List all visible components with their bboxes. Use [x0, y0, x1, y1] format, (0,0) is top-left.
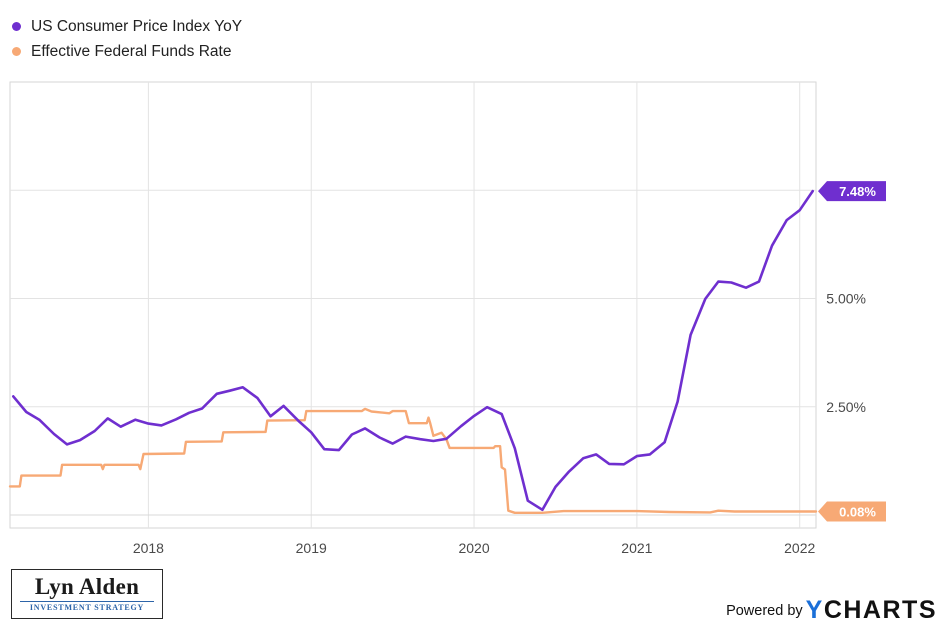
ycharts-logo-text: CHARTS [823, 596, 937, 624]
series-line-fed-funds [8, 407, 818, 514]
powered-by-ycharts[interactable]: Powered by YCHARTS [726, 596, 937, 625]
legend-dot-fed-funds [12, 47, 21, 56]
y-tick-label: 2.50% [826, 399, 866, 415]
badge-fed-funds [818, 501, 886, 522]
badge-cpi-value: 7.48% [839, 184, 876, 199]
x-tick-label: 2022 [784, 540, 815, 556]
x-axis-ticks: 2018 2019 2020 2021 2022 [133, 540, 816, 556]
grid-lines [10, 82, 816, 528]
ycharts-logo-y: Y [805, 596, 824, 624]
end-value-badges: 7.48% 0.08% [818, 181, 886, 522]
legend-item-cpi[interactable]: US Consumer Price Index YoY [12, 14, 242, 39]
logo-name: Lyn Alden [34, 574, 140, 599]
logo-subtitle: INVESTMENT STRATEGY [20, 601, 154, 612]
chart-legend: US Consumer Price Index YoY Effective Fe… [12, 14, 242, 64]
x-tick-label: 2020 [458, 540, 489, 556]
series-lines [8, 189, 818, 514]
lyn-alden-logo: Lyn Alden INVESTMENT STRATEGY [11, 569, 163, 619]
ycharts-logo: YCHARTS [806, 596, 937, 625]
legend-item-fed-funds[interactable]: Effective Federal Funds Rate [12, 39, 242, 64]
powered-by-text: Powered by [726, 602, 803, 619]
legend-label-fed-funds: Effective Federal Funds Rate [31, 42, 232, 60]
x-tick-label: 2018 [133, 540, 164, 556]
plot-frame [9, 81, 817, 529]
legend-label-cpi: US Consumer Price Index YoY [31, 17, 243, 35]
badge-fed-funds-value: 0.08% [839, 505, 876, 520]
series-line-cpi [12, 189, 814, 512]
badge-cpi [818, 181, 886, 202]
legend-dot-cpi [12, 22, 21, 31]
y-axis-ticks: 2.50%5.00%7.50% [826, 182, 866, 415]
y-tick-label: 5.00% [826, 291, 866, 307]
x-tick-label: 2021 [621, 540, 652, 556]
x-tick-label: 2019 [296, 540, 327, 556]
